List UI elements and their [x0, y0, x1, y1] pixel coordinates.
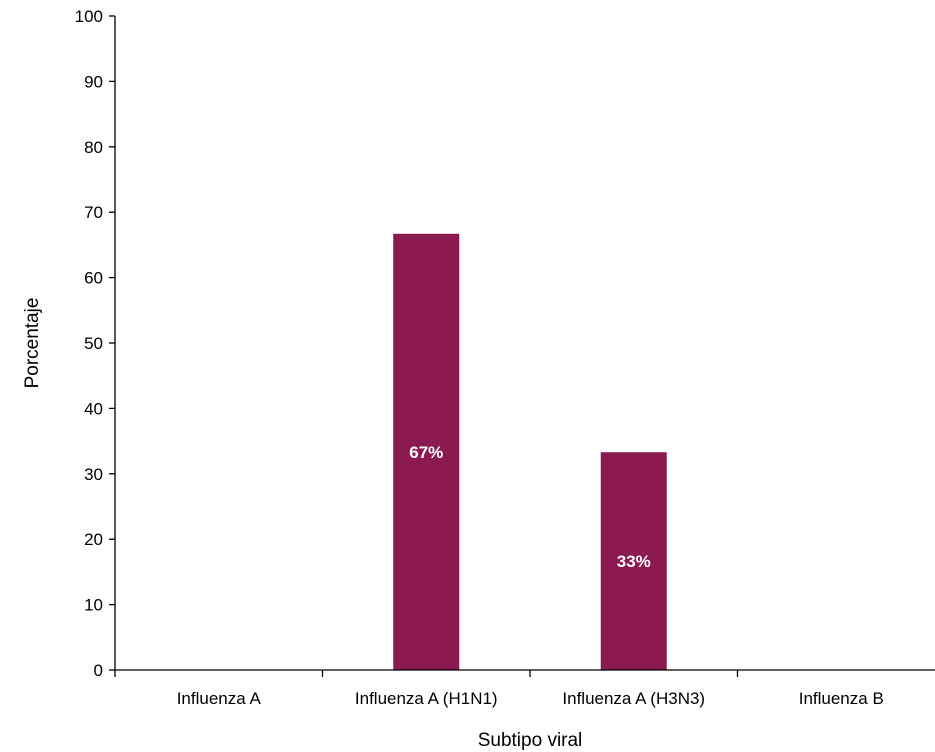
y-tick-label: 100: [75, 7, 103, 26]
data-labels: 67% 33%: [409, 443, 651, 571]
x-tick-label: Influenza A (H1N1): [355, 689, 498, 708]
y-tick-label: 90: [84, 72, 103, 91]
y-axis-title: Porcentaje: [22, 298, 43, 389]
bar: [600, 452, 667, 670]
x-tick-label: Influenza A (H3N3): [562, 689, 705, 708]
bars: [393, 233, 667, 671]
y-tick-label: 70: [84, 203, 103, 222]
y-tick-label: 30: [84, 465, 103, 484]
y-tick-label: 80: [84, 138, 103, 157]
y-tick-label: 60: [84, 269, 103, 288]
x-axis-title: Subtipo viral: [478, 730, 583, 751]
bar-data-label: 67%: [409, 443, 443, 462]
y-tick-label: 10: [84, 596, 103, 615]
y-tick-label: 20: [84, 530, 103, 549]
y-tick-label: 50: [84, 334, 103, 353]
y-axis-ticks: 0 10 20 30 40 50 60 70 80 90 100: [75, 7, 115, 680]
x-axis-ticks: Influenza A Influenza A (H1N1) Influenza A…: [114, 670, 884, 708]
bar: [393, 233, 460, 671]
x-tick-label: Influenza B: [799, 689, 884, 708]
y-tick-label: 0: [94, 661, 103, 680]
y-tick-label: 40: [84, 399, 103, 418]
x-tick-label: Influenza A: [177, 689, 262, 708]
bar-data-label: 33%: [617, 552, 651, 571]
